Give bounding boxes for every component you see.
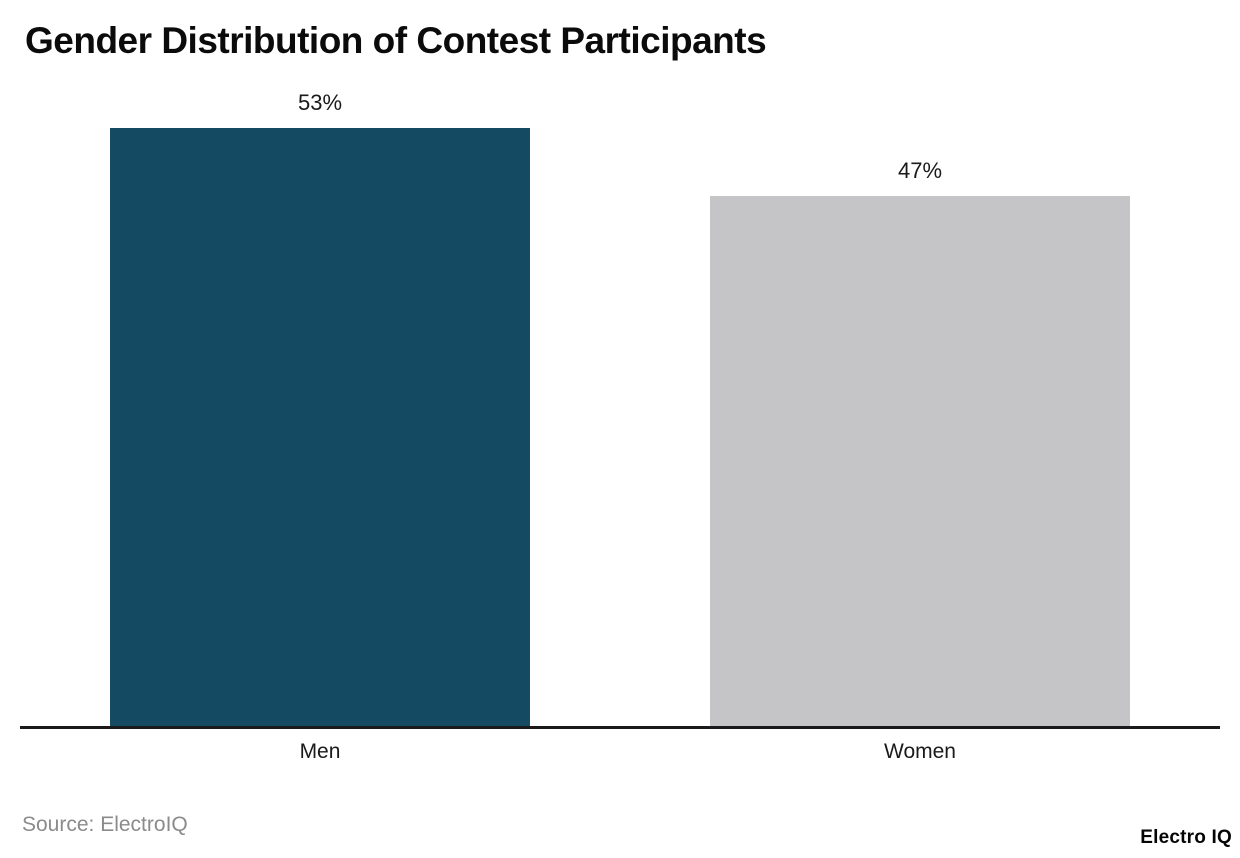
x-axis-line bbox=[20, 726, 1220, 729]
bar-men bbox=[110, 128, 530, 727]
bar-group-women: 47% bbox=[710, 158, 1130, 727]
category-label-women: Women bbox=[884, 740, 956, 763]
value-label-women: 47% bbox=[897, 158, 943, 183]
bar-group-men: 53% bbox=[110, 90, 530, 727]
bar-women bbox=[710, 196, 1130, 727]
category-label-men: Men bbox=[299, 740, 341, 763]
page-title: Gender Distribution of Contest Participa… bbox=[25, 20, 767, 61]
value-label-men: 53% bbox=[297, 90, 343, 115]
source-note: Source: ElectroIQ bbox=[22, 813, 188, 836]
chart-area: 53% 47% bbox=[20, 0, 1220, 727]
brand-logo: Electro IQ bbox=[1140, 827, 1232, 848]
